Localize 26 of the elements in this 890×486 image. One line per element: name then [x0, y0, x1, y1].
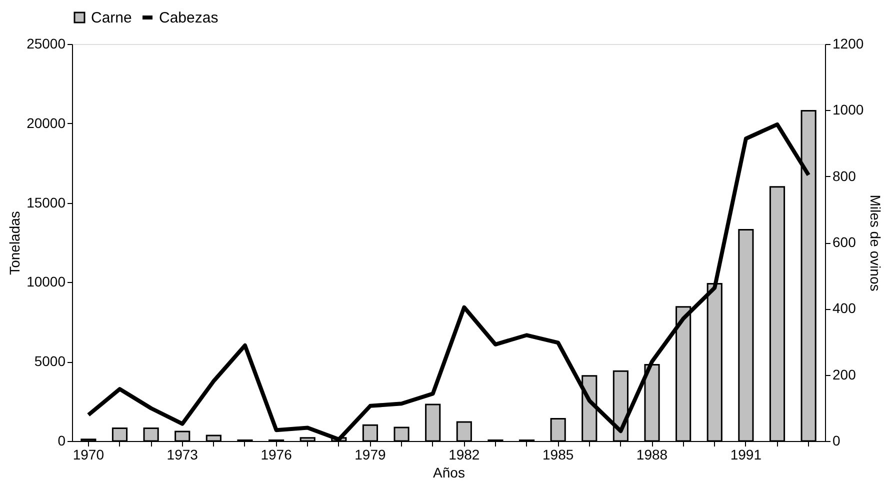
legend-label: Carne [91, 10, 132, 26]
y-tick-label: 25000 [26, 36, 66, 52]
y2-tick-label: 0 [832, 432, 840, 448]
y-tick-label: 15000 [26, 194, 66, 210]
y-tick-label: 20000 [26, 114, 66, 131]
y2-tick-label: 1000 [832, 102, 864, 118]
x-tick-label: 1976 [260, 446, 292, 462]
legend-label: Cabezas [159, 10, 218, 26]
y2-tick-label: 400 [832, 300, 856, 316]
y2-tick-label: 200 [832, 366, 856, 382]
y-tick-label: 10000 [26, 274, 66, 290]
x-tick-label: 1982 [448, 446, 480, 462]
y2-tick-label: 600 [832, 234, 856, 250]
y2-axis-title: Miles de ovinos [868, 194, 884, 292]
x-tick-label: 1985 [542, 446, 574, 462]
x-tick-label: 1970 [72, 446, 104, 462]
x-axis-title: Años [433, 464, 465, 480]
y2-tick-label: 1200 [832, 36, 864, 52]
x-tick-label: 1988 [636, 446, 668, 462]
y-tick-label: 5000 [34, 353, 66, 370]
y-tick-label: 0 [58, 432, 66, 448]
x-tick-label: 1979 [354, 446, 386, 462]
y2-tick-label: 800 [832, 168, 856, 184]
x-tick-label: 1973 [166, 446, 198, 462]
x-tick-label: 1991 [730, 446, 762, 462]
y-axis-title: Toneladas [6, 211, 23, 275]
